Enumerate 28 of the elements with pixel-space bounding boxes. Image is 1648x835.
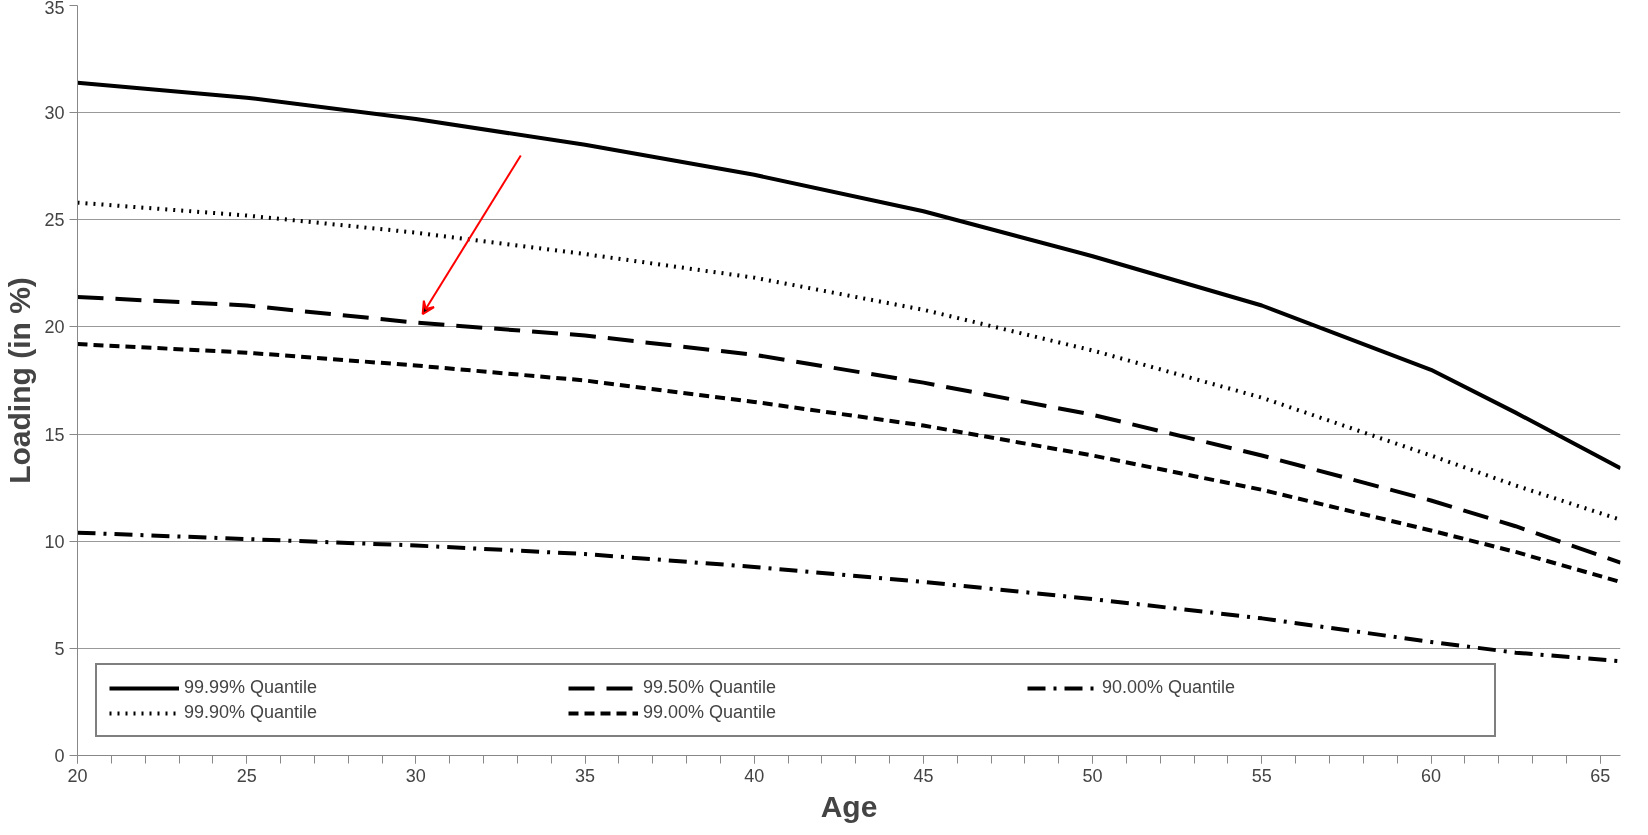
x-tick-label: 50 xyxy=(1082,765,1103,786)
y-tick-label: 5 xyxy=(54,638,65,659)
y-tick-label: 15 xyxy=(44,424,65,445)
legend-label: 90.00% Quantile xyxy=(1102,677,1237,698)
line-series xyxy=(77,342,1621,584)
x-tick-label: 60 xyxy=(1421,765,1442,786)
x-tick-label: 65 xyxy=(1590,765,1611,786)
x-tick-label: 30 xyxy=(405,765,426,786)
y-tick-label: 30 xyxy=(44,103,65,124)
x-tick-label: 20 xyxy=(67,765,88,786)
x-tick-label: 45 xyxy=(913,765,934,786)
x-axis-title: Age xyxy=(820,789,878,823)
line-series xyxy=(77,80,1621,471)
legend-label: 99.50% Quantile xyxy=(643,677,778,698)
x-tick-label: 55 xyxy=(1251,765,1272,786)
y-tick-label: 35 xyxy=(44,0,65,18)
y-tick-label: 20 xyxy=(44,317,65,338)
y-tick-label: 25 xyxy=(44,210,65,231)
legend-label: 99.90% Quantile xyxy=(184,702,319,723)
line-series xyxy=(77,294,1621,565)
y-tick-label: 0 xyxy=(54,746,65,766)
y-tick-label: 10 xyxy=(44,531,65,552)
legend-label: 99.99% Quantile xyxy=(184,677,319,698)
x-tick-label: 35 xyxy=(575,765,596,786)
legend-label: 99.00% Quantile xyxy=(643,702,778,723)
x-tick-label: 25 xyxy=(236,765,257,786)
x-tick-label: 40 xyxy=(744,765,765,786)
y-axis-title: Loading (in %) xyxy=(3,277,37,484)
